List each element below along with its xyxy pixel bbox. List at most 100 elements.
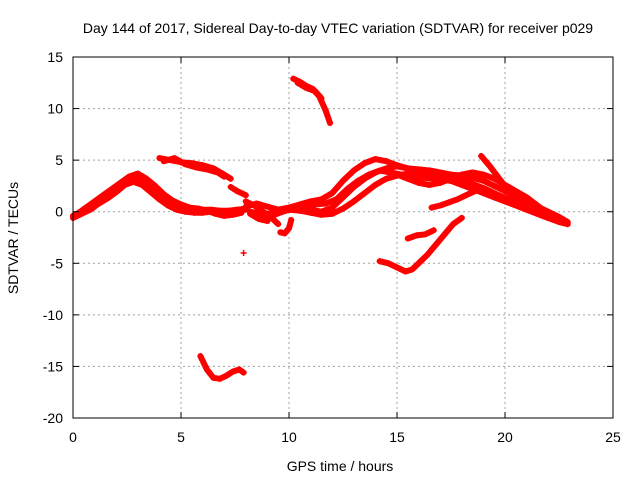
data-point (221, 212, 228, 219)
x-tick-label: 5 (177, 429, 185, 445)
data-point (383, 165, 390, 172)
x-tick-label: 25 (605, 429, 621, 445)
data-point (255, 215, 262, 222)
data-point (424, 252, 431, 259)
data-points (70, 75, 571, 382)
data-series-e2 (294, 79, 325, 102)
data-point (203, 207, 210, 214)
data-point (108, 186, 115, 193)
data-point (152, 182, 159, 189)
y-tick-label: 0 (55, 204, 63, 220)
data-point (251, 202, 258, 209)
data-point (303, 84, 310, 91)
data-point (264, 217, 271, 224)
data-point (480, 184, 487, 191)
data-point (100, 192, 107, 199)
data-point (290, 75, 297, 82)
data-point (223, 372, 230, 379)
data-point (214, 169, 221, 176)
data-trace (404, 227, 437, 242)
data-point (203, 366, 210, 373)
x-tick-label: 0 (69, 429, 77, 445)
data-point (160, 158, 167, 165)
data-point (329, 204, 336, 211)
y-tick-label: 15 (47, 49, 63, 65)
data-point (404, 175, 411, 182)
data-point (430, 227, 437, 234)
data-point (178, 201, 184, 208)
y-tick-label: -20 (43, 410, 63, 426)
data-point (556, 216, 562, 223)
data-point (504, 186, 511, 193)
data-point (229, 211, 236, 218)
data-point (277, 229, 284, 236)
data-point (311, 88, 318, 95)
data-point (480, 171, 487, 178)
data-point (143, 175, 150, 182)
data-point (156, 196, 163, 203)
data-point (415, 260, 422, 267)
data-point (422, 231, 429, 238)
data-point (394, 264, 400, 271)
data-point (340, 194, 346, 201)
data-point (413, 232, 420, 239)
data-point (523, 205, 530, 212)
data-point (383, 158, 390, 165)
y-tick-label: 10 (47, 101, 63, 117)
x-tick-label: 20 (497, 429, 513, 445)
data-point (534, 202, 541, 209)
data-point (242, 198, 249, 205)
data-point (195, 205, 202, 212)
data-point (512, 188, 519, 195)
y-axis-title: SDTVAR / TECUs (5, 182, 21, 294)
data-point (448, 175, 454, 182)
data-point (372, 169, 379, 176)
data-point (404, 165, 411, 172)
data-point (264, 203, 271, 210)
data-point (275, 208, 282, 215)
data-trace (478, 153, 511, 192)
data-point (372, 156, 379, 163)
data-trace (296, 163, 571, 227)
data-point (216, 375, 223, 382)
data-series-j1 (240, 249, 247, 256)
data-point (322, 107, 329, 114)
data-point (432, 241, 439, 248)
data-point (139, 181, 146, 188)
data-point (469, 169, 476, 176)
data-trace (294, 79, 325, 102)
data-point (437, 173, 444, 180)
data-point (182, 208, 189, 215)
data-point (350, 183, 357, 190)
data-series-i1 (197, 353, 247, 382)
data-point (221, 173, 228, 180)
data-point (307, 206, 314, 213)
data-point (117, 179, 124, 186)
data-point (286, 225, 292, 232)
data-point (203, 166, 210, 173)
data-point (281, 230, 288, 237)
data-point (227, 183, 234, 190)
data-point (296, 204, 303, 211)
data-point (491, 190, 498, 197)
data-point (311, 201, 318, 208)
data-point (523, 194, 530, 201)
data-point (383, 175, 390, 182)
data-series-f2 (404, 227, 437, 242)
data-point (193, 164, 200, 171)
data-point (426, 171, 433, 178)
data-point (361, 190, 368, 197)
data-point (113, 189, 120, 196)
data-point (463, 192, 470, 199)
x-axis-title: GPS time / hours (287, 458, 394, 474)
data-point (437, 179, 444, 186)
data-point (402, 268, 409, 275)
data-point (147, 189, 154, 196)
data-point (286, 206, 292, 213)
y-tick-label: -15 (43, 358, 63, 374)
data-series-b3 (227, 183, 249, 199)
data-series-g1 (428, 188, 478, 211)
data-point (437, 202, 444, 209)
data-point (197, 353, 204, 360)
